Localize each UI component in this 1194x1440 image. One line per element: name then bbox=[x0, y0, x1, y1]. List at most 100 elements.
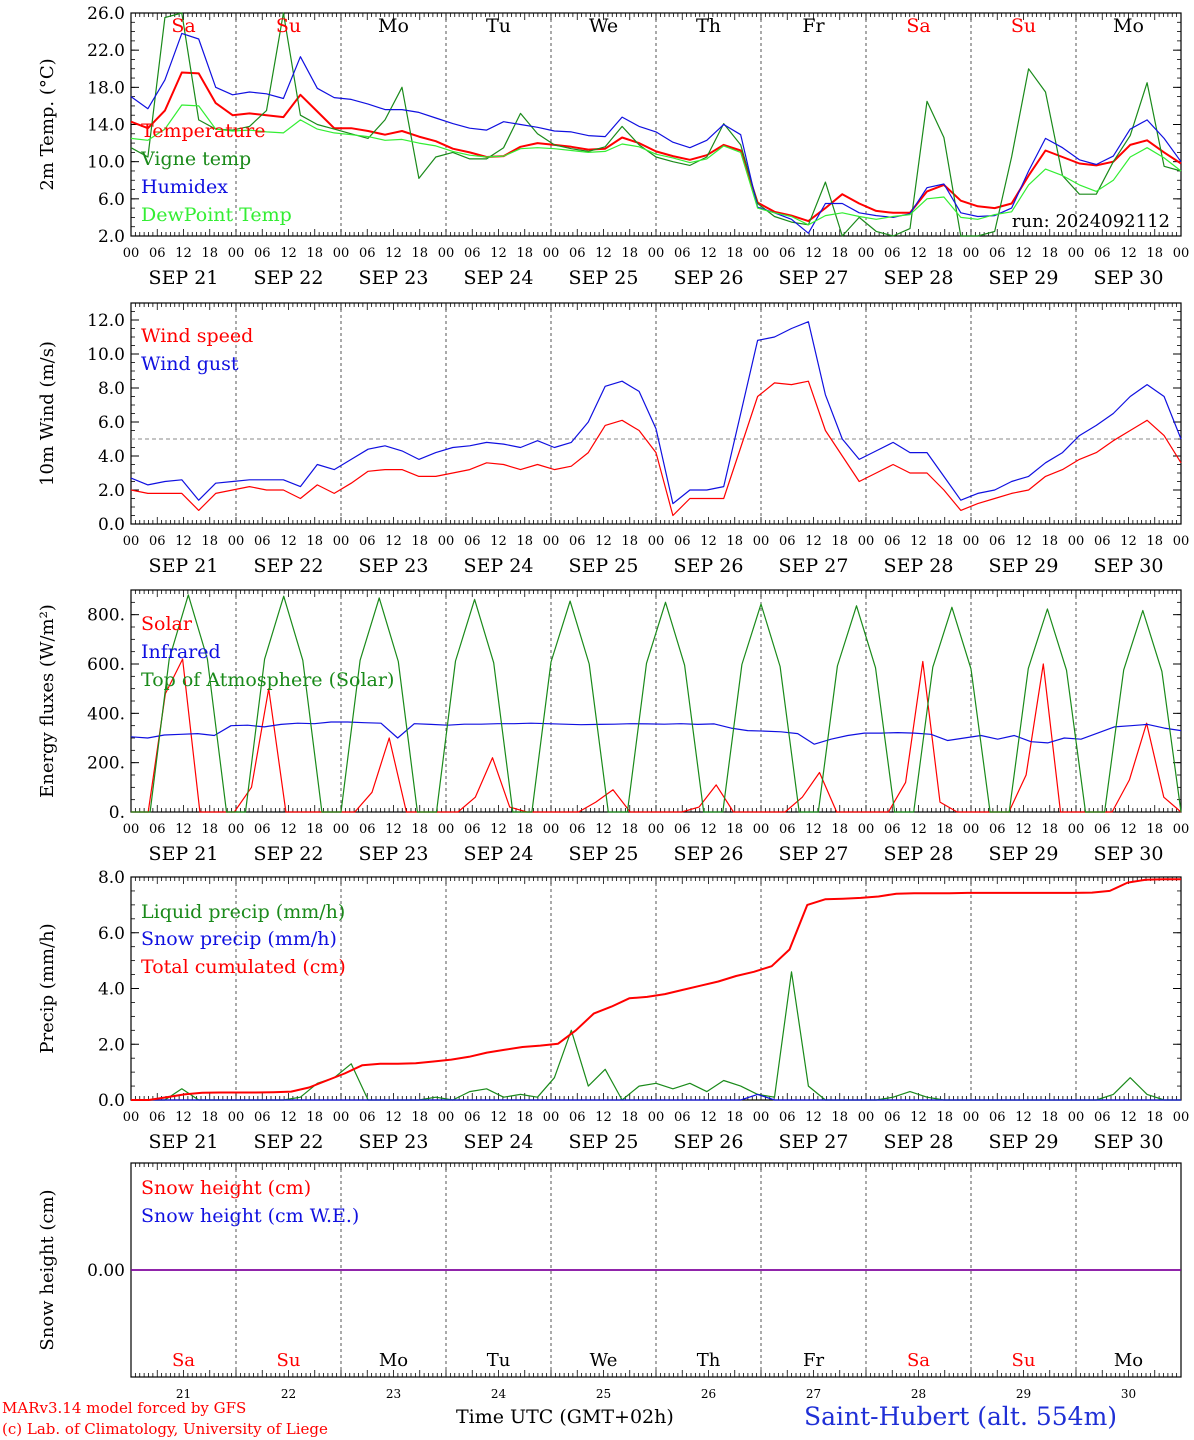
date-label: SEP 24 bbox=[464, 843, 534, 865]
hour-label: 06 bbox=[674, 1110, 691, 1125]
date-label: SEP 29 bbox=[989, 555, 1059, 577]
hour-label: 18 bbox=[621, 246, 638, 261]
hour-label: 00 bbox=[1068, 534, 1085, 549]
hour-label: 18 bbox=[1041, 246, 1058, 261]
weekday-label: Fr bbox=[802, 15, 825, 37]
hour-label: 00 bbox=[333, 246, 350, 261]
hour-label: 06 bbox=[1094, 246, 1111, 261]
hour-label: 18 bbox=[621, 534, 638, 549]
weekday-label: Tu bbox=[486, 15, 511, 37]
day-number-label: 26 bbox=[701, 1387, 716, 1400]
y-tick-label: 8.0 bbox=[98, 379, 125, 399]
y-tick-label: 4.0 bbox=[98, 447, 125, 467]
hour-label: 00 bbox=[123, 1110, 140, 1125]
hour-label: 18 bbox=[516, 1110, 533, 1125]
hour-label: 12 bbox=[385, 534, 402, 549]
hour-label: 12 bbox=[385, 1110, 402, 1125]
date-label: SEP 24 bbox=[464, 1131, 534, 1153]
date-label: SEP 25 bbox=[569, 555, 639, 577]
hour-label: 06 bbox=[359, 246, 376, 261]
hour-label: 12 bbox=[700, 534, 717, 549]
legend-entry: Infrared bbox=[141, 641, 221, 663]
hour-label: 00 bbox=[438, 1110, 455, 1125]
y-tick-label: 2.0 bbox=[98, 1035, 125, 1055]
hour-label: 18 bbox=[936, 534, 953, 549]
hour-label: 00 bbox=[228, 1110, 245, 1125]
date-label: SEP 26 bbox=[674, 843, 744, 865]
hour-label: 12 bbox=[700, 1110, 717, 1125]
weekday-label: Su bbox=[276, 15, 301, 37]
y-tick-label: 10.0 bbox=[87, 153, 125, 173]
series-line bbox=[130, 104, 1182, 226]
weekday-label: Su bbox=[1012, 1350, 1036, 1371]
hour-label: 18 bbox=[936, 246, 953, 261]
hour-label: 18 bbox=[306, 534, 323, 549]
hour-label: 00 bbox=[753, 1110, 770, 1125]
date-label: SEP 22 bbox=[254, 555, 324, 577]
hour-label: 12 bbox=[805, 534, 822, 549]
hour-label: 00 bbox=[123, 246, 140, 261]
series-line bbox=[131, 878, 1181, 1101]
hour-label: 18 bbox=[726, 822, 743, 837]
hour-label: 12 bbox=[280, 1110, 297, 1125]
hour-label: 06 bbox=[779, 534, 796, 549]
hour-label: 12 bbox=[1120, 534, 1137, 549]
hour-label: 06 bbox=[464, 1110, 481, 1125]
date-label: SEP 30 bbox=[1094, 1131, 1164, 1153]
station-name: Saint-Hubert (alt. 554m) bbox=[804, 1402, 1118, 1431]
date-label: SEP 23 bbox=[359, 267, 429, 289]
y-tick-label: 800. bbox=[87, 606, 125, 626]
hour-label: 06 bbox=[674, 822, 691, 837]
hour-label: 00 bbox=[648, 246, 665, 261]
hour-label: 00 bbox=[333, 822, 350, 837]
date-label: SEP 27 bbox=[779, 267, 849, 289]
series-line bbox=[130, 71, 1182, 223]
hour-label: 00 bbox=[1068, 246, 1085, 261]
y-tick-label: 8.0 bbox=[98, 868, 125, 888]
hour-label: 18 bbox=[831, 534, 848, 549]
weekday-label: Th bbox=[697, 1350, 721, 1371]
day-number-label: 22 bbox=[281, 1387, 296, 1400]
hour-label: 06 bbox=[149, 822, 166, 837]
hour-label: 12 bbox=[1120, 1110, 1137, 1125]
hour-label: 12 bbox=[1120, 822, 1137, 837]
y-tick-label: 0.00 bbox=[87, 1261, 125, 1281]
hour-label: 18 bbox=[516, 822, 533, 837]
hour-label: 00 bbox=[753, 822, 770, 837]
hour-label: 12 bbox=[595, 822, 612, 837]
hour-label: 00 bbox=[963, 1110, 980, 1125]
hour-label: 12 bbox=[805, 822, 822, 837]
hour-label: 06 bbox=[569, 822, 586, 837]
date-label: SEP 28 bbox=[884, 1131, 954, 1153]
date-label: SEP 29 bbox=[989, 1131, 1059, 1153]
hour-label: 18 bbox=[516, 534, 533, 549]
hour-label: 00 bbox=[543, 822, 560, 837]
weekday-label: Mo bbox=[378, 15, 409, 37]
y-tick-label: 12.0 bbox=[87, 311, 125, 331]
y-tick-label: 0. bbox=[109, 803, 125, 823]
legend-entry: Humidex bbox=[141, 176, 228, 198]
date-label: SEP 21 bbox=[149, 267, 219, 289]
y-tick-label: 18.0 bbox=[87, 78, 125, 98]
hour-label: 06 bbox=[989, 246, 1006, 261]
weekday-label: We bbox=[589, 15, 618, 37]
day-number-label: 27 bbox=[806, 1387, 821, 1400]
hour-label: 00 bbox=[753, 534, 770, 549]
hour-label: 18 bbox=[936, 822, 953, 837]
hour-label: 12 bbox=[805, 1110, 822, 1125]
weekday-label: Sa bbox=[171, 15, 195, 37]
date-label: SEP 22 bbox=[254, 843, 324, 865]
weekday-label: We bbox=[590, 1350, 618, 1371]
y-tick-label: 10.0 bbox=[87, 345, 125, 365]
hour-label: 06 bbox=[989, 822, 1006, 837]
hour-label: 12 bbox=[910, 246, 927, 261]
panel-2: 0.0 2.0 4.0 6.0 8.0 10.0 12.0 10m Wind (m/s) Win… bbox=[37, 302, 1189, 577]
legend-entry: Snow height (cm W.E.) bbox=[141, 1205, 359, 1227]
hour-label: 06 bbox=[149, 1110, 166, 1125]
date-label: SEP 25 bbox=[569, 267, 639, 289]
hour-label: 12 bbox=[280, 246, 297, 261]
y-tick-label: 600. bbox=[87, 655, 125, 675]
hour-label: 18 bbox=[201, 534, 218, 549]
series-line bbox=[131, 594, 1182, 813]
hour-label: 06 bbox=[884, 246, 901, 261]
